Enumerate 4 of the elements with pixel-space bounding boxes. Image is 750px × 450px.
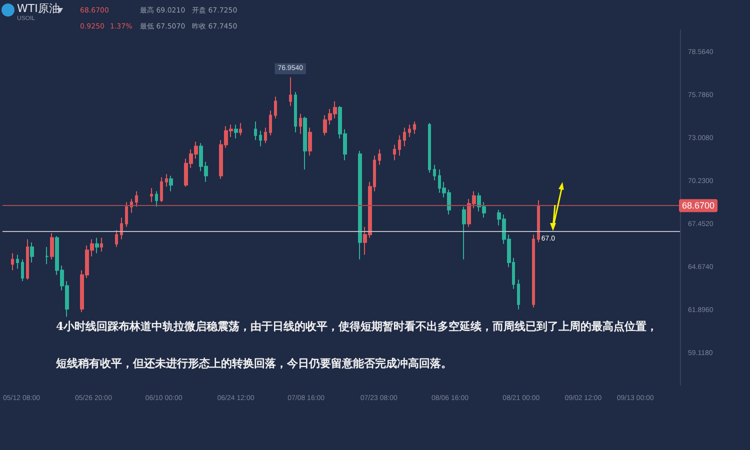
ref-line-label: 68.6700 <box>682 200 715 211</box>
annotation: 短线稍有收平，但还未进行形态上的转换回落，今日仍要留意能否完成冲高回落。 <box>55 357 452 370</box>
chart-title: WTI原油 <box>17 2 60 15</box>
annotation: 4小时线回踩布林道中轨拉微启稳震荡，由于日线的收平，使得短期暂时看不出多空延续，而周线已到了上周的最高点位置， <box>56 320 658 333</box>
